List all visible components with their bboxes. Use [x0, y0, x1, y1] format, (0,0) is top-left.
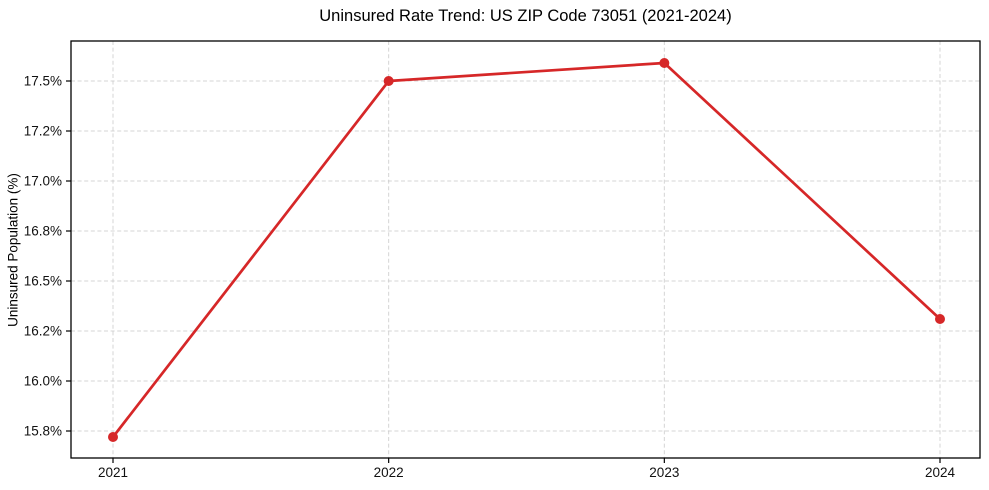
x-tick-label: 2021 [98, 465, 128, 480]
y-tick-label: 16.5% [24, 274, 62, 289]
y-tick-label: 15.8% [24, 424, 62, 439]
x-tick-label: 2023 [649, 465, 679, 480]
data-point-2023 [659, 58, 670, 68]
y-tick-label: 17.5% [24, 74, 62, 89]
y-tick-label: 17.0% [24, 174, 62, 189]
data-point-2024 [935, 314, 945, 324]
x-tick-label: 2022 [374, 465, 404, 480]
data-point-2021 [108, 432, 118, 442]
y-tick-label: 17.2% [24, 124, 62, 139]
y-tick-label: 16.8% [24, 224, 62, 239]
chart-title: Uninsured Rate Trend: US ZIP Code 73051 … [319, 7, 732, 25]
trend-line [111, 61, 942, 439]
plot-border [70, 40, 981, 459]
y-tick-label: 16.0% [24, 374, 62, 389]
x-tick-label: 2024 [925, 465, 956, 480]
data-point-2022 [383, 76, 394, 86]
y-tick-label: 16.2% [24, 324, 62, 339]
